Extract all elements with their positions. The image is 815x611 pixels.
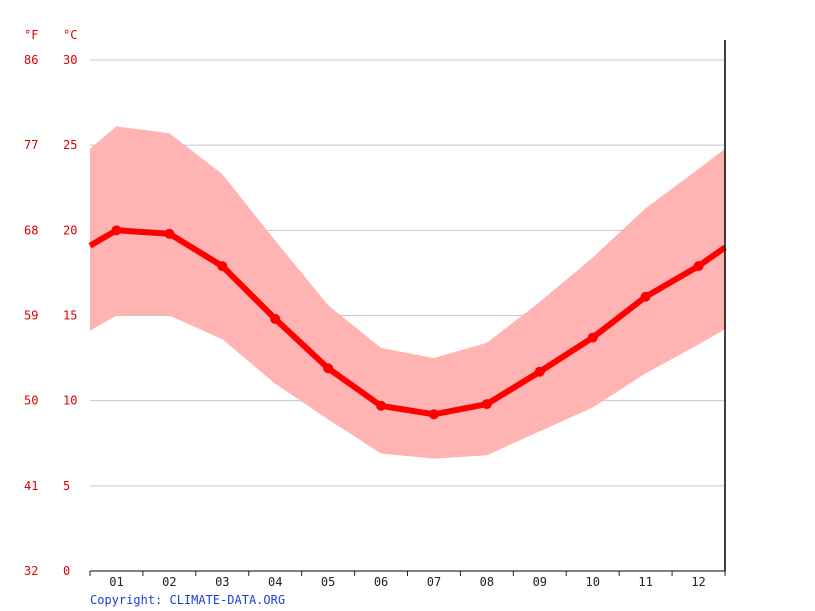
- x-tick-label-05: 05: [321, 575, 335, 589]
- x-tick-label-03: 03: [215, 575, 229, 589]
- celsius-tick-25: 25: [63, 138, 77, 152]
- fahrenheit-tick-68: 68: [24, 223, 38, 237]
- fahrenheit-tick-59: 59: [24, 309, 38, 323]
- celsius-tick-0: 0: [63, 564, 70, 578]
- data-point-07: [428, 409, 439, 420]
- fahrenheit-tick-32: 32: [24, 564, 38, 578]
- celsius-tick-10: 10: [63, 394, 77, 408]
- fahrenheit-tick-77: 77: [24, 138, 38, 152]
- average-temperature-line: [88, 227, 727, 418]
- x-tick-label-07: 07: [427, 575, 441, 589]
- data-point-10: [587, 332, 598, 343]
- y-axis-ticks: 0 32 5 41 10 50 15 59 20 68 25 77 30 86: [24, 53, 77, 578]
- x-tick-label-09: 09: [533, 575, 547, 589]
- x-tick-label-01: 01: [109, 575, 123, 589]
- copyright-link[interactable]: Copyright: CLIMATE-DATA.ORG: [90, 593, 286, 607]
- data-point-12: [693, 261, 704, 272]
- x-tick-label-04: 04: [268, 575, 282, 589]
- x-tick-label-10: 10: [585, 575, 599, 589]
- data-point-06: [376, 400, 387, 411]
- data-point-02: [164, 228, 175, 239]
- data-point-11: [640, 291, 651, 302]
- fahrenheit-tick-50: 50: [24, 394, 38, 408]
- celsius-tick-20: 20: [63, 223, 77, 237]
- x-tick-label-08: 08: [480, 575, 494, 589]
- data-point-08: [481, 399, 492, 410]
- data-point-09: [534, 366, 545, 377]
- data-point-03: [217, 261, 228, 272]
- celsius-tick-30: 30: [63, 53, 77, 67]
- data-point-04: [270, 313, 281, 324]
- data-points: [111, 225, 704, 420]
- temperature-range-band: [90, 126, 725, 459]
- x-tick-label-11: 11: [638, 575, 652, 589]
- celsius-tick-5: 5: [63, 479, 70, 493]
- data-point-05: [323, 363, 334, 374]
- x-tick-label-02: 02: [162, 575, 176, 589]
- fahrenheit-tick-86: 86: [24, 53, 38, 67]
- fahrenheit-tick-41: 41: [24, 479, 38, 493]
- fahrenheit-unit-label: °F: [24, 28, 38, 42]
- celsius-unit-label: °C: [63, 28, 77, 42]
- x-tick-label-12: 12: [691, 575, 705, 589]
- x-axis-ticks: 01 02 03 04 05 06 07 08 09 10 11 12: [89, 571, 726, 589]
- x-tick-label-06: 06: [374, 575, 388, 589]
- celsius-tick-15: 15: [63, 309, 77, 323]
- data-point-01: [111, 225, 122, 236]
